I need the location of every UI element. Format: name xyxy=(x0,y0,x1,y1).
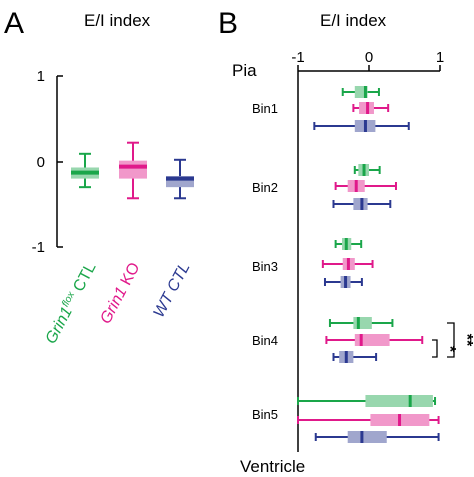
panel-b-letter: B xyxy=(218,7,238,40)
significance-bracket-inner xyxy=(432,339,438,358)
panel-a-boxes xyxy=(71,141,194,200)
bin-labels: Bin1 Bin2 Bin3 Bin4 Bin5 xyxy=(252,101,278,422)
iqr-box xyxy=(119,160,147,179)
significance-brackets: * ** xyxy=(432,322,474,358)
iqr-box xyxy=(365,395,433,407)
significance-double-star: ** xyxy=(458,334,474,347)
category-label-grin1flox-ctl: Grin1flox CTL xyxy=(42,259,100,346)
pia-label: Pia xyxy=(232,61,257,80)
x-tick-label: 1 xyxy=(436,49,444,66)
panel-b: B E/I index Pia Ventricle -1 0 1 Bin1 Bi… xyxy=(218,7,474,476)
bin-label: Bin2 xyxy=(252,180,278,195)
bin-label: Bin5 xyxy=(252,407,278,422)
x-tick-label: 0 xyxy=(365,49,373,66)
category-label-wt-ctl: WT CTL xyxy=(151,260,194,321)
category-label-rest: CTL xyxy=(68,260,99,299)
significance-star: * xyxy=(441,346,458,353)
bin-label: Bin1 xyxy=(252,101,278,116)
iqr-box xyxy=(354,334,390,346)
category-label-grin1-ko: Grin1 KO xyxy=(97,260,143,327)
ventricle-label: Ventricle xyxy=(240,457,305,476)
iqr-box xyxy=(347,431,387,443)
panel-b-axes: -1 0 1 xyxy=(291,49,444,452)
iqr-box xyxy=(353,317,372,329)
bin-label: Bin4 xyxy=(252,333,278,348)
panel-a-title: E/I index xyxy=(84,11,151,30)
iqr-box xyxy=(166,176,194,188)
panel-b-boxes xyxy=(297,86,440,443)
panel-a-y-axis: 1 0 -1 xyxy=(32,68,63,256)
x-tick-label: -1 xyxy=(291,49,304,66)
category-label-rest: KO xyxy=(116,260,144,292)
panel-b-title: E/I index xyxy=(320,11,387,30)
category-label-main: WT CTL xyxy=(151,260,194,321)
panel-a-letter: A xyxy=(4,7,24,40)
y-tick-label: -1 xyxy=(32,239,45,256)
panel-a-category-labels: Grin1flox CTL Grin1 KO WT CTL xyxy=(42,259,194,347)
bin-label: Bin3 xyxy=(252,259,278,274)
category-label-main: Grin1 xyxy=(43,304,76,347)
panel-a: A E/I index 1 0 -1 Grin1flox CTL Grin1 K… xyxy=(4,7,194,347)
y-tick-label: 1 xyxy=(37,68,45,85)
y-tick-label: 0 xyxy=(37,154,45,171)
significance-bracket-outer xyxy=(447,322,455,358)
